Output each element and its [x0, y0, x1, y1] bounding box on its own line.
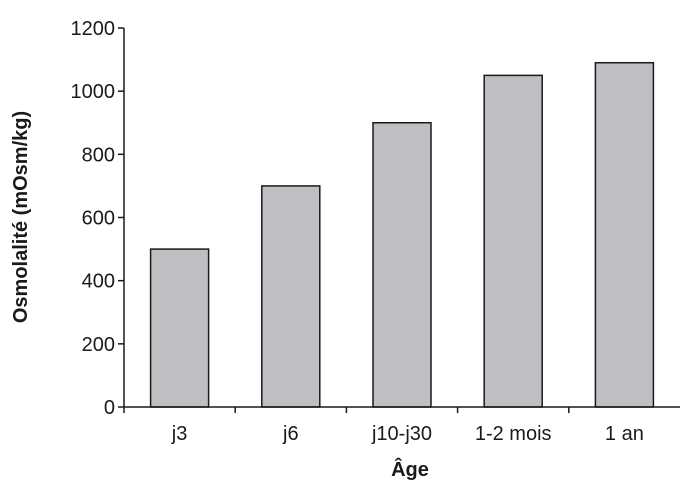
x-tick-label: j10-j30: [371, 423, 432, 445]
x-tick-label: 1-2 mois: [475, 423, 552, 445]
y-axis-title: Osmolalité (mOsm/kg): [10, 111, 32, 323]
y-tick-label: 200: [82, 334, 115, 356]
y-tick-label: 800: [82, 144, 115, 166]
x-tick-label: 1 an: [605, 423, 644, 445]
bar: [594, 61, 655, 408]
y-tick-label: 0: [104, 397, 115, 419]
bar: [149, 248, 210, 408]
x-axis-ticks: j3 j6 j10-j30 1-2 mois 1 an: [123, 407, 644, 445]
bars: [149, 61, 655, 408]
y-tick-label: 400: [82, 271, 115, 293]
y-axis-ticks: 0 200 400 600 800 1000 1200: [71, 18, 124, 419]
y-tick-label: 600: [82, 208, 115, 230]
bar: [372, 122, 432, 408]
bar: [483, 74, 543, 408]
x-tick-label: j3: [171, 423, 188, 445]
x-axis-title: Âge: [391, 457, 429, 481]
x-tick-label: j6: [282, 423, 299, 445]
bar: [261, 185, 321, 408]
y-tick-label: 1000: [71, 81, 116, 103]
y-tick-label: 1200: [71, 18, 116, 40]
